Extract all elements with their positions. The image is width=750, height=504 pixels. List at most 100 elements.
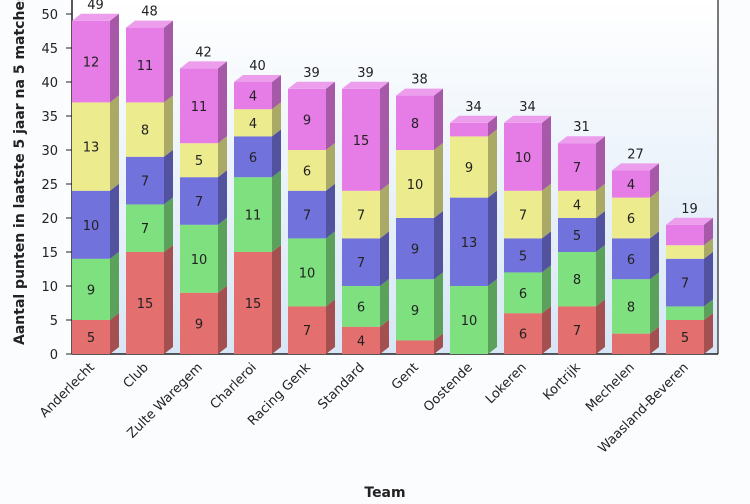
bar-segment-side	[218, 170, 227, 225]
bar-segment-front	[72, 102, 110, 191]
x-tick-label: Anderlecht	[37, 360, 98, 421]
bar-segment-side	[272, 170, 281, 252]
segment-data-label: 5	[87, 331, 95, 346]
bar-segment-front	[612, 170, 650, 198]
bar-segment	[180, 61, 227, 144]
bar-segment	[288, 299, 335, 354]
bar-segment-side	[110, 313, 119, 354]
segment-data-label: 12	[83, 56, 100, 71]
segment-data-label: 9	[465, 161, 473, 176]
bar-segment-front	[396, 279, 434, 341]
bar-segment-front	[504, 190, 542, 239]
segment-data-label: 10	[299, 266, 316, 281]
bar-segment-front	[666, 258, 704, 307]
segment-data-label: 7	[141, 175, 149, 190]
bar-segment	[450, 129, 497, 198]
bar-segment	[612, 190, 659, 239]
bar-segment-front	[612, 238, 650, 280]
bar-segment	[666, 251, 713, 307]
bar-segment-front	[180, 292, 218, 354]
bar-segment	[504, 265, 551, 314]
segment-data-label: 7	[195, 195, 203, 210]
bar-segment	[396, 272, 443, 341]
segment-data-label: 9	[411, 304, 419, 319]
bar-segment-front	[450, 286, 488, 354]
bar-segment	[396, 211, 443, 280]
x-tick-label: Charleroi	[208, 360, 260, 412]
bar-segment-side	[542, 306, 551, 354]
segment-data-label: 9	[411, 243, 419, 258]
bar-segment-side	[380, 183, 389, 239]
bar-segment-side	[704, 251, 713, 307]
bar-segment-side	[704, 299, 713, 320]
segment-data-label: 8	[573, 273, 581, 288]
bar-segment	[126, 95, 173, 157]
x-tick-label: Standard	[315, 360, 367, 412]
bar-segment-top	[342, 81, 389, 89]
bar-segment	[342, 231, 389, 286]
bar-segment-side	[326, 231, 335, 307]
segment-data-label: 7	[303, 209, 311, 224]
bar-segment-front	[558, 218, 596, 252]
segment-data-label: 6	[249, 151, 257, 166]
bar-segment-side	[650, 272, 659, 334]
bar-segment	[558, 299, 605, 354]
bar-segment-side	[488, 190, 497, 286]
total-data-label: 48	[141, 5, 158, 20]
total-data-label: 34	[519, 100, 536, 115]
x-tick-label: Mechelen	[583, 360, 638, 415]
bar-segment-front	[180, 224, 218, 293]
bar-segment-side	[434, 272, 443, 341]
segment-data-label: 7	[303, 324, 311, 339]
bar-segment-front	[234, 82, 272, 110]
bar-segment-side	[272, 245, 281, 354]
bar-segment-front	[126, 102, 164, 157]
bar-segment-side	[272, 129, 281, 178]
bar-segment-front	[288, 306, 326, 354]
bar-segment-side	[272, 102, 281, 137]
bar-segment-side	[542, 115, 551, 191]
bar-segment-front	[450, 136, 488, 198]
segment-data-label: 8	[411, 117, 419, 132]
x-tick-label: Kortrijk	[540, 360, 584, 404]
bar-segment	[558, 136, 605, 191]
bar-segment	[234, 245, 281, 354]
total-data-label: 34	[465, 100, 482, 115]
bar-segment-front	[342, 88, 380, 191]
total-data-label: 19	[681, 202, 698, 217]
segment-data-label: 10	[191, 253, 208, 268]
bar-segment-side	[326, 183, 335, 239]
bar-segment	[558, 245, 605, 307]
bar-segment	[126, 149, 173, 205]
bar-segment-side	[110, 13, 119, 103]
bar-segment-side	[650, 326, 659, 354]
bar-segment-side	[434, 333, 443, 354]
bar-segment-front	[288, 238, 326, 307]
total-data-label: 39	[357, 66, 374, 81]
segment-data-label: 6	[303, 164, 311, 179]
bar-segment-side	[110, 251, 119, 320]
bar-segment-front	[396, 218, 434, 280]
bar-segment-side	[704, 217, 713, 246]
bar-segment-front	[666, 320, 704, 354]
bar-segment-front	[288, 190, 326, 239]
bar-segment-side	[434, 143, 443, 218]
bar-segment	[504, 115, 551, 191]
segment-data-label: 5	[519, 249, 527, 264]
bar-segment-side	[704, 238, 713, 259]
bar-segment-front	[72, 258, 110, 320]
segment-data-label: 7	[141, 222, 149, 237]
bar-segment	[342, 183, 389, 239]
bar-segment-front	[396, 340, 434, 354]
segment-data-label: 6	[519, 328, 527, 343]
bar-segment-side	[164, 197, 173, 252]
total-data-label: 39	[303, 66, 320, 81]
bar-segment-front	[612, 197, 650, 239]
bar-segment-side	[380, 81, 389, 191]
y-tick-label: 45	[41, 42, 58, 57]
bar-segment-side	[434, 211, 443, 280]
bar-segment	[288, 81, 335, 150]
segment-data-label: 4	[249, 90, 257, 105]
bar-segment-top	[666, 217, 713, 225]
